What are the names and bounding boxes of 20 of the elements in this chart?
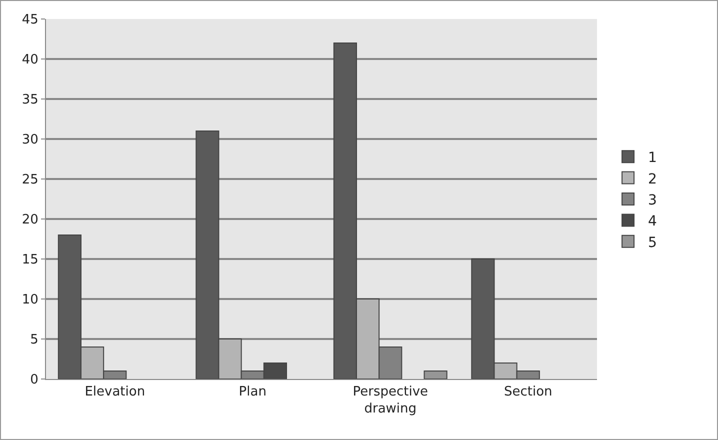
y-tick-label: 10 [22,292,38,308]
y-tick-label: 15 [22,252,38,268]
legend-label: 3 [648,192,657,208]
x-tick-label: Section [504,384,552,400]
legend-label: 4 [648,214,658,230]
y-tick-label: 0 [30,372,38,388]
y-tick-label: 40 [22,52,38,68]
x-tick-label: Plan [238,384,266,400]
y-tick-label: 35 [22,92,38,108]
y-tick-label: 5 [30,332,38,348]
y-tick-label: 45 [22,12,38,28]
x-tick-label: Perspective drawing [352,384,428,416]
y-tick-label: 25 [22,172,38,188]
y-tick-label: 30 [22,132,38,148]
bar [424,370,448,379]
legend-label: 2 [648,171,657,188]
legend-label: 1 [648,150,657,166]
x-tick-label: Elevation [84,384,146,400]
legend-label: 5 [648,234,657,251]
y-tick-label: 20 [22,212,38,228]
